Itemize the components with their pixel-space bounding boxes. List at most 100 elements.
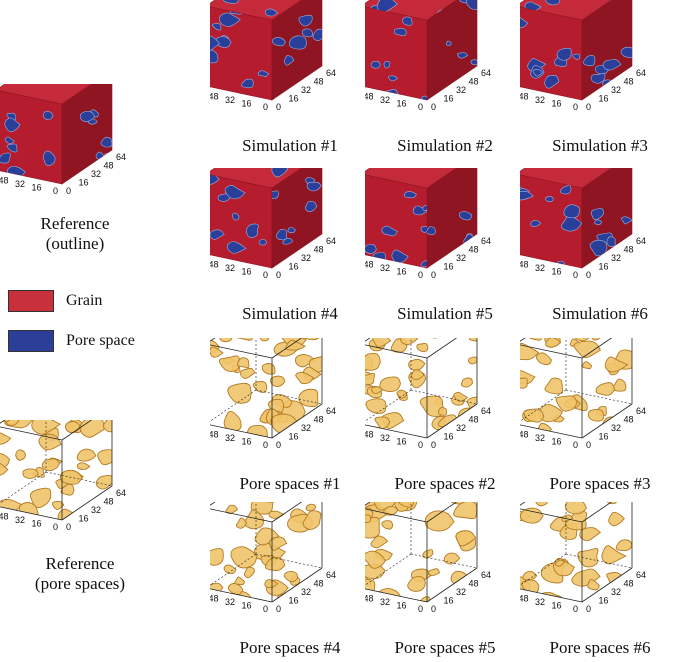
simulation-caption: Simulation #2 <box>365 136 525 156</box>
pore-spaces-panel: 016324864644832160016324864Pore spaces #… <box>520 338 680 498</box>
axis-tick-label: 48 <box>469 415 479 425</box>
pore-blob <box>58 509 76 522</box>
axis-tick-label: 48 <box>314 579 324 589</box>
pore-blob <box>578 548 598 566</box>
pore-blob <box>520 343 539 359</box>
pore-blob <box>0 433 11 445</box>
axis-tick-label: 16 <box>551 267 561 277</box>
axis-tick-label: 32 <box>535 433 545 443</box>
axis-tick-label: 32 <box>380 95 390 105</box>
pore-network <box>0 420 125 523</box>
axis-tick-label: 16 <box>396 601 406 611</box>
pore-blob <box>588 579 600 589</box>
pore-blob <box>42 459 60 471</box>
axis-tick-label: 0 <box>418 102 423 112</box>
axis-tick-label: 48 <box>0 512 9 522</box>
axis-tick-label: 16 <box>241 99 251 109</box>
pore-blob <box>244 567 254 578</box>
axis-tick-label: 0 <box>263 440 268 450</box>
axis-tick-label: 32 <box>225 263 235 273</box>
axis-tick-label: 64 <box>326 570 336 580</box>
axis-tick-label: 48 <box>314 415 324 425</box>
pore-blob <box>77 449 96 461</box>
axis-tick-label: 16 <box>599 94 609 104</box>
axis-tick-label: 0 <box>263 102 268 112</box>
axis-tick-label: 64 <box>116 152 126 162</box>
pore-blob <box>468 357 477 364</box>
legend-grain: Grain <box>8 290 102 312</box>
pore-blob <box>80 420 104 437</box>
simulation-caption: Simulation #6 <box>520 304 680 324</box>
pore-blob <box>210 549 223 566</box>
axis-tick-label: 0 <box>573 604 578 614</box>
pore-blob <box>259 239 266 245</box>
axis-tick-label: 0 <box>276 604 281 614</box>
pore-blob <box>231 547 257 568</box>
axis-tick-label: 48 <box>469 579 479 589</box>
reference-pores-panel: 016324864644832160016324864 Reference (p… <box>0 420 160 600</box>
pore-blob <box>451 571 469 584</box>
axis-tick-label: 32 <box>301 85 311 95</box>
simulation-caption: Simulation #3 <box>520 136 680 156</box>
simulation-caption: Simulation #1 <box>210 136 370 156</box>
axis-tick-label: 32 <box>535 95 545 105</box>
axis-tick-label: 0 <box>431 604 436 614</box>
axis-tick-label: 0 <box>66 186 71 196</box>
pore-blob <box>546 197 554 202</box>
axis-tick-label: 64 <box>481 236 491 246</box>
simulation-caption: Simulation #5 <box>365 304 525 324</box>
pore-blob <box>306 504 316 511</box>
axis-tick-label: 16 <box>444 262 454 272</box>
axis-tick-label: 16 <box>31 519 41 529</box>
pore-blob <box>365 373 374 384</box>
pore-network <box>210 338 331 442</box>
axis-tick-label: 0 <box>418 440 423 450</box>
pore-blob <box>284 571 298 581</box>
axis-tick-label: 32 <box>380 433 390 443</box>
axis-tick-label: 48 <box>365 92 374 102</box>
axis-tick-label: 48 <box>520 92 529 102</box>
axis-tick-label: 16 <box>551 601 561 611</box>
reference-outline-caption-line2: (outline) <box>0 234 150 254</box>
axis-tick-label: 32 <box>15 515 25 525</box>
reference-pores-cube: 016324864644832160016324864 <box>0 420 160 560</box>
axis-tick-label: 0 <box>586 604 591 614</box>
axis-tick-label: 32 <box>535 597 545 607</box>
simulation-cube: 016324864644832160016324864 <box>520 0 680 140</box>
simulation-cube: 016324864644832160016324864 <box>365 0 525 140</box>
pore-blob <box>210 347 223 357</box>
axis-tick-label: 48 <box>520 260 529 270</box>
axis-tick-label: 64 <box>481 570 491 580</box>
pore-blob <box>574 341 600 357</box>
axis-tick-label: 48 <box>314 77 324 87</box>
axis-tick-label: 32 <box>456 587 466 597</box>
reference-pores-caption: Reference (pore spaces) <box>0 554 160 594</box>
axis-tick-label: 32 <box>535 263 545 273</box>
axis-tick-label: 0 <box>276 102 281 112</box>
axis-tick-label: 64 <box>636 236 646 246</box>
pore-blob <box>420 597 429 604</box>
pore-blob <box>65 421 79 432</box>
axis-tick-label: 16 <box>444 432 454 442</box>
pore-blob <box>262 364 275 375</box>
axis-tick-label: 48 <box>624 77 634 87</box>
axis-tick-label: 32 <box>225 95 235 105</box>
pore-blob <box>596 383 615 396</box>
axis-tick-label: 16 <box>396 437 406 447</box>
axis-tick-label: 16 <box>396 267 406 277</box>
pore-blob <box>469 338 481 341</box>
axis-tick-label: 16 <box>241 267 251 277</box>
axis-tick-label: 48 <box>0 176 9 186</box>
pore-blob <box>556 396 577 411</box>
pore-spaces-panel: 016324864644832160016324864Pore spaces #… <box>365 338 525 498</box>
axis-tick-label: 0 <box>276 440 281 450</box>
pore-spaces-caption: Pore spaces #5 <box>365 638 525 658</box>
axis-tick-label: 32 <box>456 85 466 95</box>
pore-blob <box>365 515 371 523</box>
reference-outline-caption-line1: Reference <box>0 214 150 234</box>
pore-spaces-panel: 016324864644832160016324864Pore spaces #… <box>520 502 680 662</box>
axis-tick-label: 0 <box>586 102 591 112</box>
axis-tick-label: 0 <box>431 270 436 280</box>
axis-tick-label: 16 <box>599 432 609 442</box>
pore-blob <box>438 407 446 415</box>
